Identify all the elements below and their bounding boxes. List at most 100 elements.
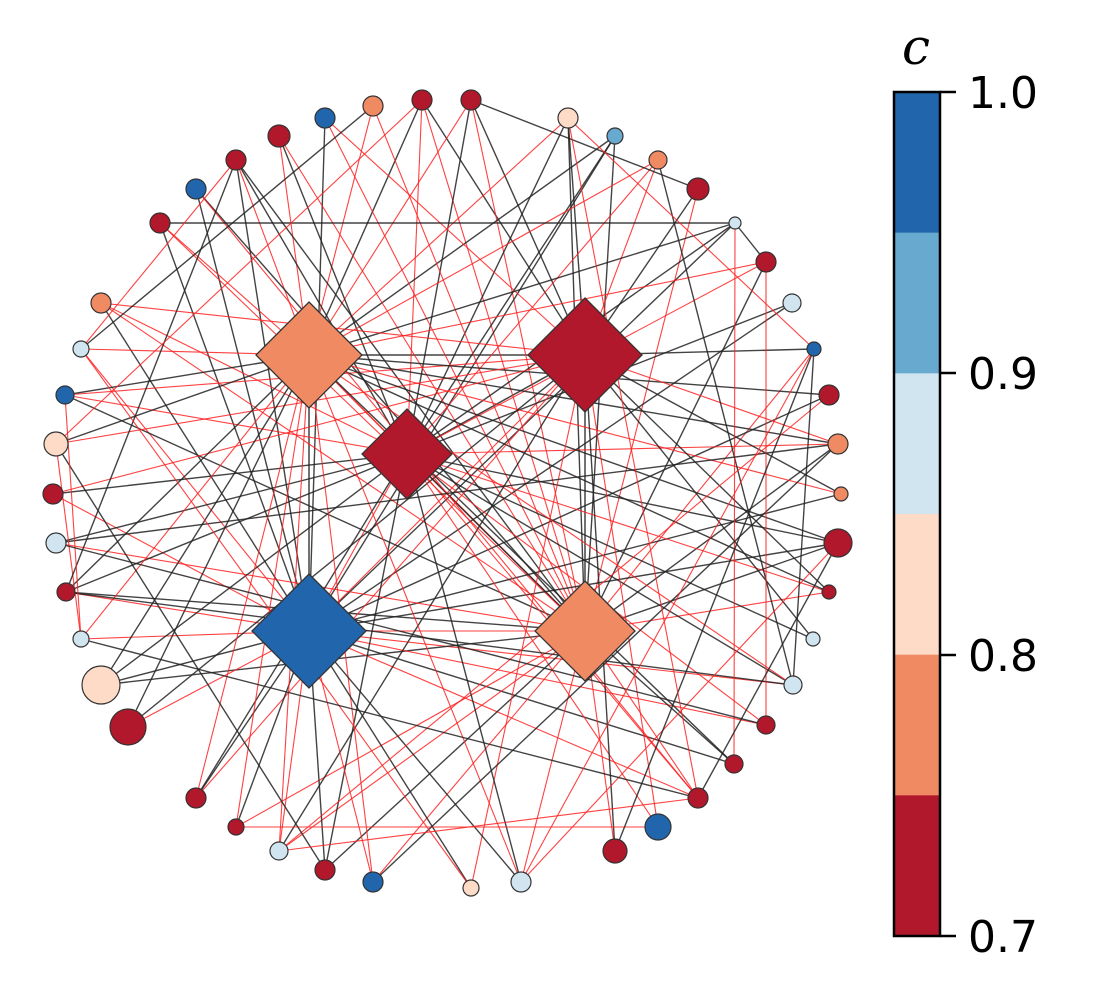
colorbar-bin <box>894 92 940 234</box>
colorbar-bin <box>894 514 940 656</box>
colorbar-tick-label-1: 1.0 <box>968 68 1038 119</box>
edge <box>308 159 659 356</box>
hub-node-bottom-right <box>534 580 636 682</box>
colorbar-tick-label-3: 0.8 <box>968 631 1038 682</box>
edge <box>195 354 586 799</box>
edge <box>567 117 699 799</box>
colorbar-bin <box>894 795 940 937</box>
edge <box>406 453 522 883</box>
edge <box>406 117 569 455</box>
edge <box>584 354 830 593</box>
network-node <box>90 292 112 314</box>
edge <box>64 394 82 640</box>
network-node <box>56 582 76 602</box>
colorbar-bins <box>894 92 940 937</box>
network-node <box>45 532 67 554</box>
colorbar-frame <box>892 90 942 938</box>
colorbar-bin <box>894 654 940 796</box>
edge <box>100 302 408 455</box>
edge <box>372 630 586 883</box>
network-node <box>109 708 147 746</box>
edge <box>520 542 839 883</box>
hubs-layer <box>251 297 643 689</box>
edge <box>127 354 310 728</box>
network-node <box>823 528 853 558</box>
network-node <box>557 107 579 129</box>
network-node <box>606 127 624 145</box>
edge <box>308 630 794 686</box>
edge <box>100 302 586 356</box>
edge <box>324 117 586 356</box>
edge <box>406 453 814 640</box>
edge <box>584 261 767 632</box>
edge <box>278 630 586 852</box>
network-node <box>833 486 849 502</box>
edge <box>324 453 408 871</box>
network-node <box>602 838 628 864</box>
network-node <box>43 431 69 457</box>
edge <box>308 630 522 883</box>
edge <box>127 354 586 728</box>
edge <box>100 302 586 632</box>
edge <box>584 354 659 828</box>
edge <box>235 159 586 632</box>
edge <box>406 159 659 455</box>
edge <box>80 354 310 640</box>
network-node <box>686 177 710 201</box>
edge <box>324 630 586 871</box>
edge <box>584 354 842 495</box>
edge <box>614 348 815 852</box>
network-node <box>648 150 668 170</box>
edge <box>195 354 310 799</box>
colorbar-title: c <box>902 18 930 76</box>
network-node <box>72 630 90 648</box>
network-node <box>827 433 849 455</box>
network-node <box>783 675 803 695</box>
network-node <box>72 340 90 358</box>
network-node <box>818 384 840 406</box>
edge <box>657 159 794 686</box>
network-node <box>644 813 672 841</box>
network-node <box>81 665 121 705</box>
network-node <box>225 149 247 171</box>
network-node <box>227 818 245 836</box>
nodes-layer <box>42 89 853 897</box>
edge <box>406 99 472 455</box>
network-node <box>724 754 744 774</box>
edge <box>55 354 310 445</box>
network-node <box>821 584 837 600</box>
edge <box>278 797 699 852</box>
network-node <box>805 631 821 647</box>
edge <box>308 630 735 765</box>
edge <box>64 394 586 632</box>
network-node <box>460 89 482 111</box>
edge <box>308 354 842 495</box>
edge <box>55 443 839 544</box>
edge <box>278 135 586 632</box>
edge <box>324 117 586 632</box>
edge <box>697 542 839 799</box>
network-node <box>269 841 289 861</box>
network-node <box>185 178 207 200</box>
network-node <box>756 715 776 735</box>
edge <box>80 348 310 632</box>
edge <box>308 302 793 632</box>
network-node <box>411 89 433 111</box>
edge <box>584 443 839 632</box>
edge <box>308 261 767 356</box>
network-node <box>806 341 822 357</box>
edge <box>80 105 374 350</box>
edge <box>520 630 586 883</box>
edge <box>470 99 586 356</box>
edge <box>65 453 408 593</box>
network-node <box>510 871 532 893</box>
network-node <box>362 95 384 117</box>
edge <box>406 453 794 686</box>
edge <box>308 99 423 356</box>
edge <box>421 99 586 632</box>
network-node <box>687 787 709 809</box>
network-node <box>755 251 777 273</box>
network-node <box>314 859 336 881</box>
edge <box>406 135 616 455</box>
